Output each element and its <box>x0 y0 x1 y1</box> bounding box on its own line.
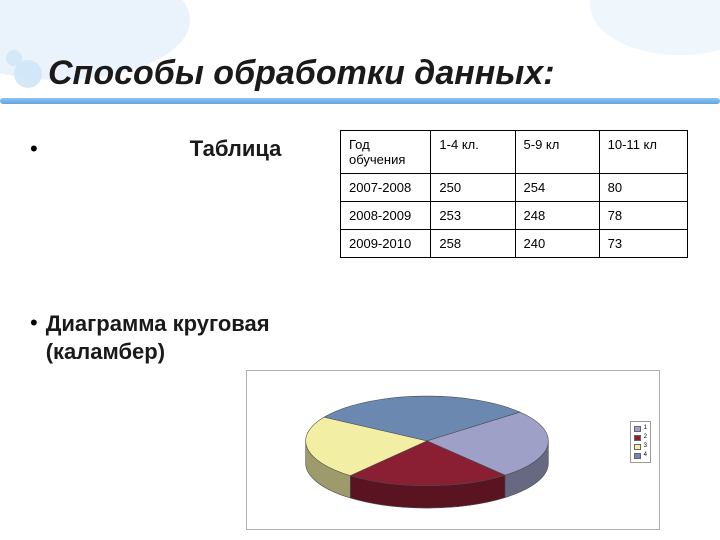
legend-label: 4 <box>644 451 647 460</box>
table-row: 2007-200825025480 <box>341 174 688 202</box>
table-cell: 250 <box>431 174 515 202</box>
table-body: 2007-2008250254802008-2009253248782009-2… <box>341 174 688 258</box>
table-cell: 240 <box>515 230 599 258</box>
table-row: 2008-200925324878 <box>341 202 688 230</box>
legend-swatch <box>634 453 641 459</box>
table-cell: 248 <box>515 202 599 230</box>
table-col-header: 10-11 кл <box>599 131 687 174</box>
bullet-dot-icon: • <box>30 136 38 162</box>
data-table: Год обучения1-4 кл.5-9 кл10-11 кл 2007-2… <box>340 130 688 258</box>
legend-swatch <box>634 426 641 432</box>
table-col-header: 1-4 кл. <box>431 131 515 174</box>
legend-label: 2 <box>644 433 647 442</box>
legend-label: 3 <box>644 442 647 451</box>
bullet-table: • Таблица <box>30 136 281 162</box>
legend-label: 1 <box>644 424 647 433</box>
table-cell: 80 <box>599 174 687 202</box>
chart-legend: 1234 <box>630 421 651 463</box>
table-header-row: Год обучения1-4 кл.5-9 кл10-11 кл <box>341 131 688 174</box>
table-col-header: Год обучения <box>341 131 431 174</box>
bullet-chart-label: Диаграмма круговая (каламбер) <box>46 310 270 366</box>
table-cell: 254 <box>515 174 599 202</box>
bullet-chart: • Диаграмма круговая (каламбер) <box>30 310 270 366</box>
legend-item: 3 <box>634 442 647 451</box>
table-row: 2009-201025824073 <box>341 230 688 258</box>
legend-swatch <box>634 435 641 441</box>
table-cell: 73 <box>599 230 687 258</box>
page-title: Способы обработки данных: <box>48 54 555 93</box>
table-cell: 2007-2008 <box>341 174 431 202</box>
pie-chart-box: 1234 <box>246 370 660 530</box>
table-cell: 258 <box>431 230 515 258</box>
legend-item: 2 <box>634 433 647 442</box>
title-band: Способы обработки данных: <box>0 38 720 108</box>
legend-item: 4 <box>634 451 647 460</box>
legend-item: 1 <box>634 424 647 433</box>
pie-chart <box>267 383 587 523</box>
table-col-header: 5-9 кл <box>515 131 599 174</box>
table-cell: 2008-2009 <box>341 202 431 230</box>
bullet-dot-icon: • <box>30 310 38 336</box>
table-cell: 253 <box>431 202 515 230</box>
table-cell: 2009-2010 <box>341 230 431 258</box>
bullet-chart-line2: (каламбер) <box>46 339 165 364</box>
table-cell: 78 <box>599 202 687 230</box>
bullet-chart-line1: Диаграмма круговая <box>46 311 270 336</box>
bullet-table-label: Таблица <box>190 136 282 162</box>
legend-swatch <box>634 444 641 450</box>
